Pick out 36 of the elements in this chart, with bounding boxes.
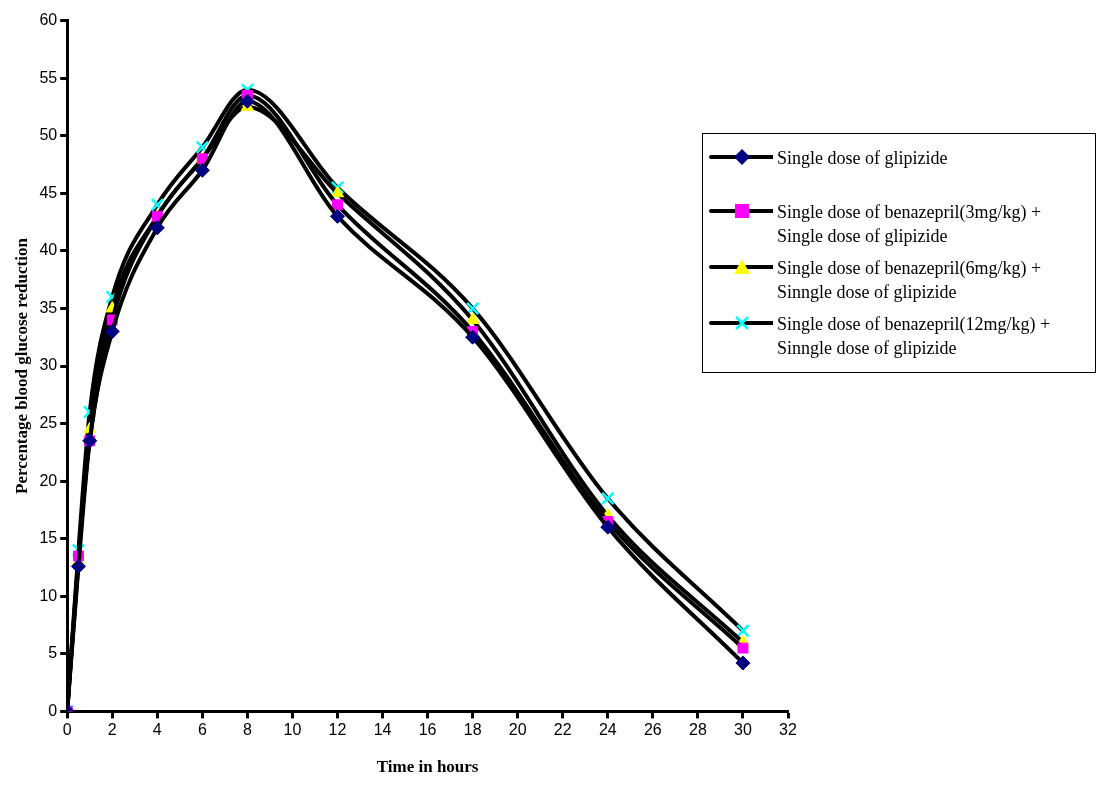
legend-label: Single dose of benazepril(3mg/kg) + Single dose of glipizide (777, 201, 1043, 248)
y-tick-label: 15 (39, 529, 58, 547)
x-tick-label: 8 (242, 721, 252, 739)
legend-label: Single dose of benazepril(12mg/kg) + Sinngle dose of glipizide (777, 313, 1052, 360)
y-tick-label: 45 (39, 183, 58, 201)
x-tick-label: 30 (734, 721, 752, 739)
x-tick-label: 12 (328, 721, 347, 739)
y-tick-label: 60 (39, 11, 58, 29)
x-tick-label: 32 (779, 721, 797, 739)
x-tick-label: 0 (62, 721, 72, 739)
y-tick-label: 40 (39, 241, 58, 259)
y-tick-label: 25 (39, 413, 58, 431)
y-tick-label: 10 (39, 586, 58, 604)
y-tick-label: 50 (39, 126, 58, 144)
x-tick-label: 18 (463, 721, 482, 739)
y-tick-label: 20 (39, 471, 58, 489)
y-tick-label: 35 (39, 298, 58, 316)
x-tick-label: 16 (418, 721, 437, 739)
legend-label: Single dose of glipizide (777, 147, 948, 170)
x-tick-label: 24 (598, 721, 617, 739)
x-tick-label: 26 (643, 721, 662, 739)
x-tick-label: 20 (508, 721, 527, 739)
x-tick-label: 28 (689, 721, 707, 739)
y-tick-label: 0 (48, 701, 58, 719)
y-tick-label: 55 (39, 68, 58, 86)
x-axis-title: Time in hours (376, 757, 479, 777)
x-tick-label: 6 (197, 721, 207, 739)
y-axis-title: Percentage blood glucose reduction (11, 237, 31, 494)
y-tick-label: 5 (48, 644, 58, 662)
x-tick-label: 2 (107, 721, 117, 739)
x-tick-label: 10 (283, 721, 302, 739)
x-tick-label: 14 (373, 721, 392, 739)
x-tick-label: 22 (553, 721, 572, 739)
legend-label: Single dose of benazepril(6mg/kg) + Sinngle dose of glipizide (777, 257, 1043, 304)
y-tick-label: 30 (39, 356, 58, 374)
x-tick-label: 4 (152, 721, 162, 739)
